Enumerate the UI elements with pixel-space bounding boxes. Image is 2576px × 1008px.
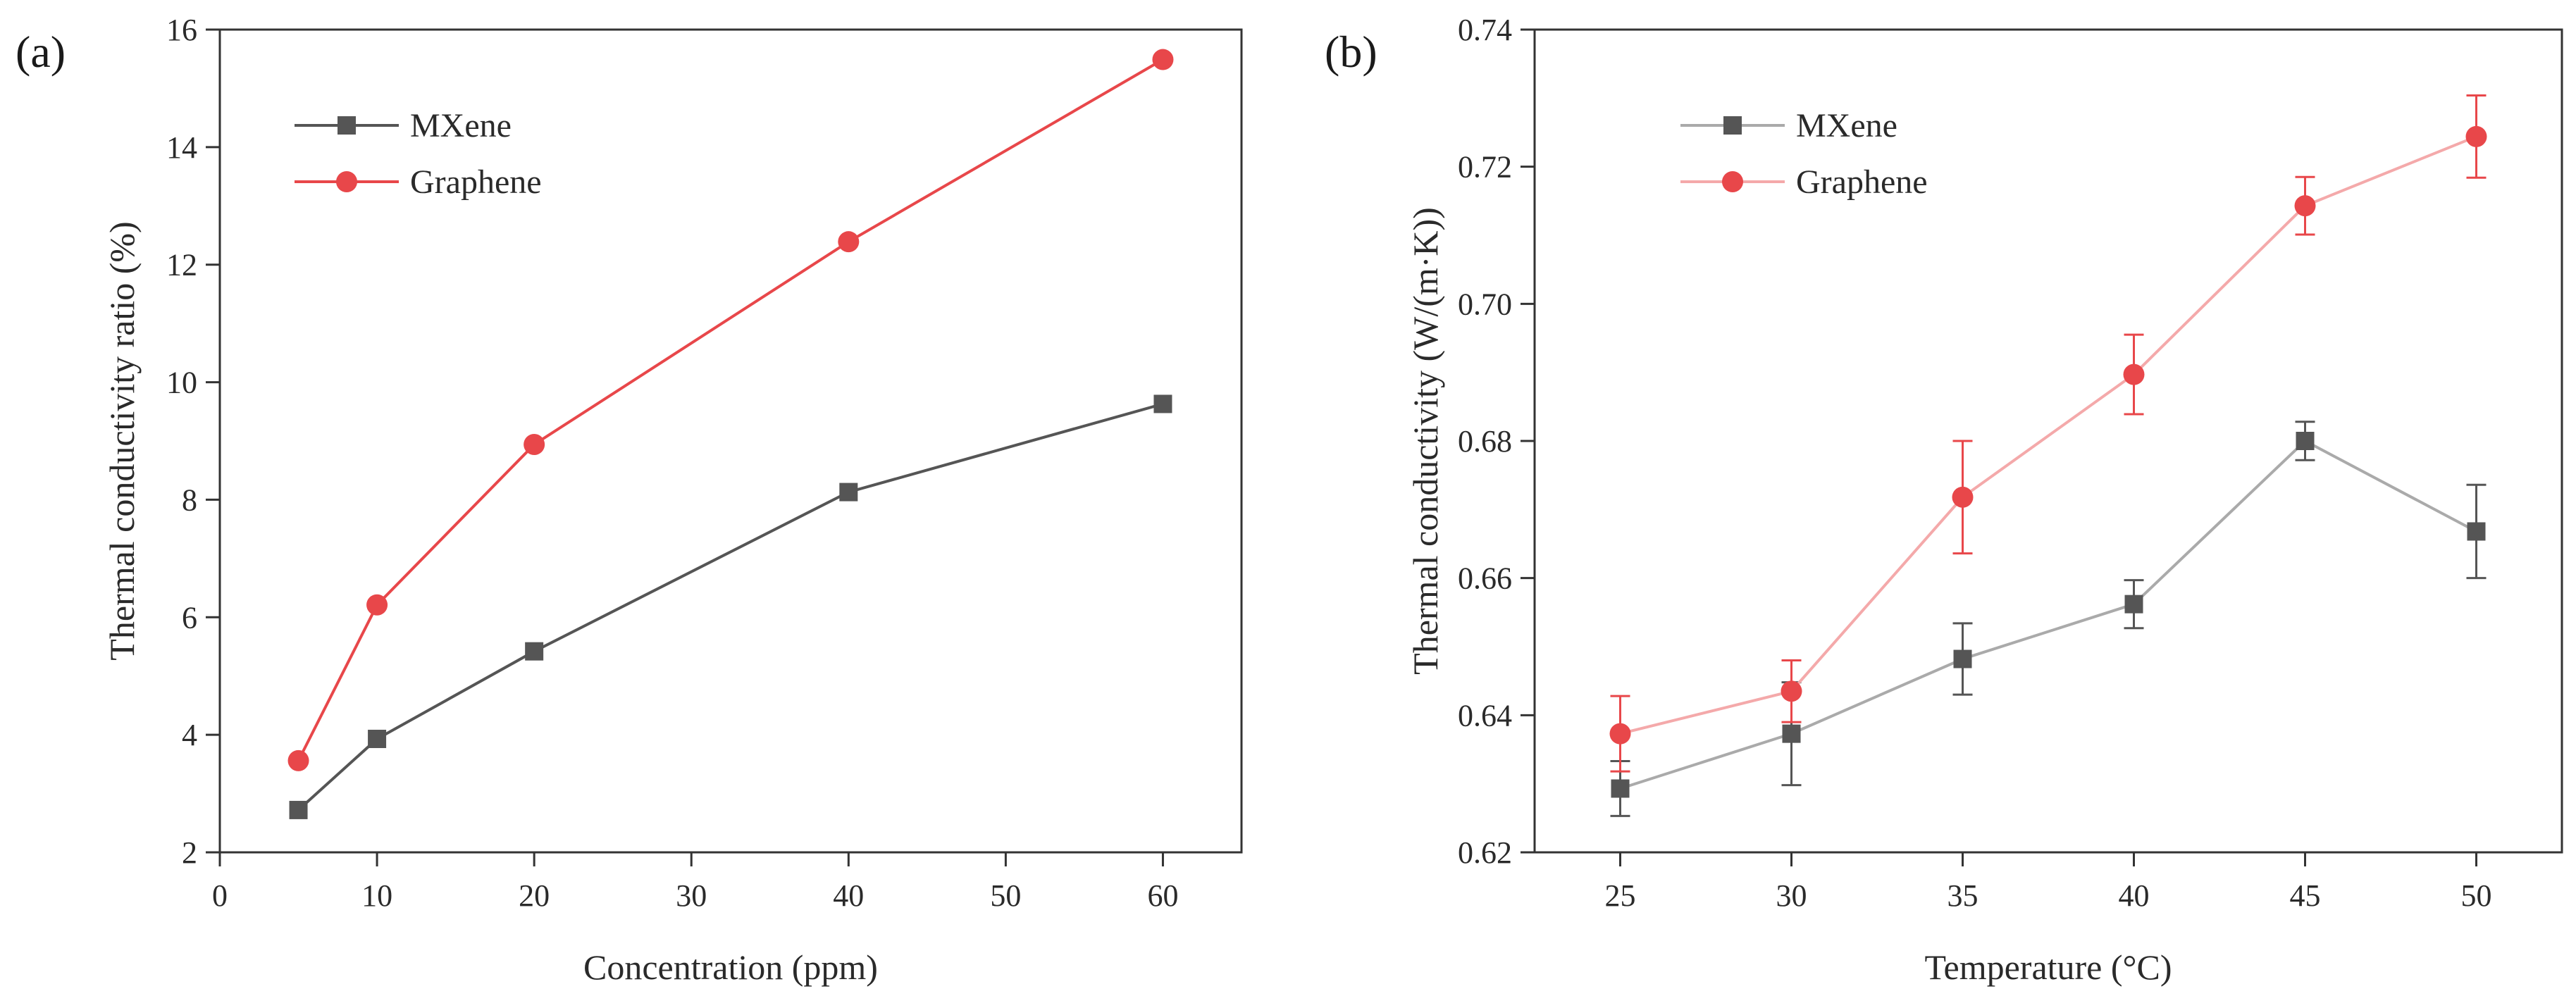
chart-panel-a: (a) 0 10 20 30 40 50 60 2 4 6 8 10 12 14 16 Concentratio… <box>16 13 1243 987</box>
series-graphene <box>1609 94 2487 773</box>
data-point <box>1782 724 1801 743</box>
series-line <box>297 402 1164 811</box>
y-tick-label: 0.72 <box>1458 150 1512 185</box>
y-tick-label: 6 <box>182 600 197 635</box>
data-point <box>2294 195 2316 217</box>
data-point <box>2296 432 2315 450</box>
data-point <box>1611 779 1630 798</box>
legend-entry-mxene: MXene <box>1680 107 1897 144</box>
y-tick-label: 10 <box>166 366 197 400</box>
x-tick-label: 30 <box>1776 878 1807 913</box>
x-tick-label: 30 <box>676 878 707 913</box>
x-axis-title: Temperature (°C) <box>1924 947 2172 987</box>
legend-marker <box>336 171 357 192</box>
data-point <box>366 594 388 616</box>
x-tick-label: 25 <box>1605 878 1636 913</box>
data-point <box>839 483 858 502</box>
data-point <box>289 800 308 819</box>
x-axis-title: Concentration (ppm) <box>583 947 878 987</box>
y-tick-label: 0.74 <box>1458 13 1512 47</box>
x-tick-label: 45 <box>2290 878 2321 913</box>
data-point <box>2124 595 2143 614</box>
legend-marker <box>338 116 356 135</box>
x-tick-label: 60 <box>1147 878 1178 913</box>
data-point <box>1609 723 1631 745</box>
plot-frame <box>1533 28 2563 854</box>
y-tick-label: 0.68 <box>1458 424 1512 459</box>
data-point <box>1781 680 1802 702</box>
y-tick-label: 12 <box>166 248 197 282</box>
y-tick-label: 0.64 <box>1458 698 1512 733</box>
data-point <box>525 642 544 661</box>
x-tick-label: 35 <box>1948 878 1979 913</box>
x-tick-label: 40 <box>2119 878 2150 913</box>
series-line <box>1619 439 2477 790</box>
y-tick-label: 16 <box>166 13 197 47</box>
y-tick-label: 0.62 <box>1458 835 1512 870</box>
legend-label: MXene <box>410 107 512 144</box>
data-point <box>2123 363 2145 385</box>
y-tick-label: 2 <box>182 835 197 870</box>
y-tick-label: 14 <box>166 130 197 165</box>
series-graphene <box>287 49 1174 771</box>
legend-label: MXene <box>1796 107 1897 144</box>
data-point <box>1952 486 1974 508</box>
legend-label: Graphene <box>410 163 542 201</box>
legend-entry-graphene: Graphene <box>1680 163 1928 201</box>
series-mxene <box>289 394 1172 819</box>
y-axis-title: Thermal conductivity ratio (%) <box>102 221 142 660</box>
x-tick-label: 10 <box>361 878 392 913</box>
y-tick-label: 4 <box>182 718 197 752</box>
legend-marker <box>1723 116 1742 135</box>
legend-entry-graphene: Graphene <box>295 163 542 201</box>
data-point <box>1953 649 1972 668</box>
x-tick-label: 50 <box>990 878 1021 913</box>
x-tick-label: 20 <box>519 878 550 913</box>
y-tick-label: 0.66 <box>1458 561 1512 596</box>
legend-label: Graphene <box>1796 163 1928 201</box>
data-point <box>1153 394 1172 413</box>
data-point <box>1152 49 1174 70</box>
chart-panel-b: (b) 25 30 35 40 45 50 0.62 0.64 0.66 0.68 0.70 0.72 0… <box>1325 13 2563 987</box>
y-axis-title: Thermal conductivity (W/(m·K)) <box>1406 207 1445 675</box>
data-point <box>368 729 387 748</box>
legend-entry-mxene: MXene <box>295 107 512 144</box>
plot-frame <box>218 28 1243 854</box>
x-tick-label: 40 <box>833 878 864 913</box>
data-point <box>838 231 860 253</box>
x-tick-label: 50 <box>2461 878 2492 913</box>
y-tick-label: 0.70 <box>1458 287 1512 321</box>
x-tick-label: 0 <box>212 878 228 913</box>
series-line <box>1620 135 2477 735</box>
data-point <box>2467 522 2486 541</box>
data-point <box>287 749 309 771</box>
legend-marker <box>1722 171 1743 192</box>
series-mxene <box>1610 421 2487 817</box>
panel-label: (a) <box>16 27 66 77</box>
panel-label: (b) <box>1325 27 1377 77</box>
data-point <box>524 434 545 456</box>
y-tick-label: 8 <box>182 483 197 517</box>
data-point <box>2465 125 2487 147</box>
